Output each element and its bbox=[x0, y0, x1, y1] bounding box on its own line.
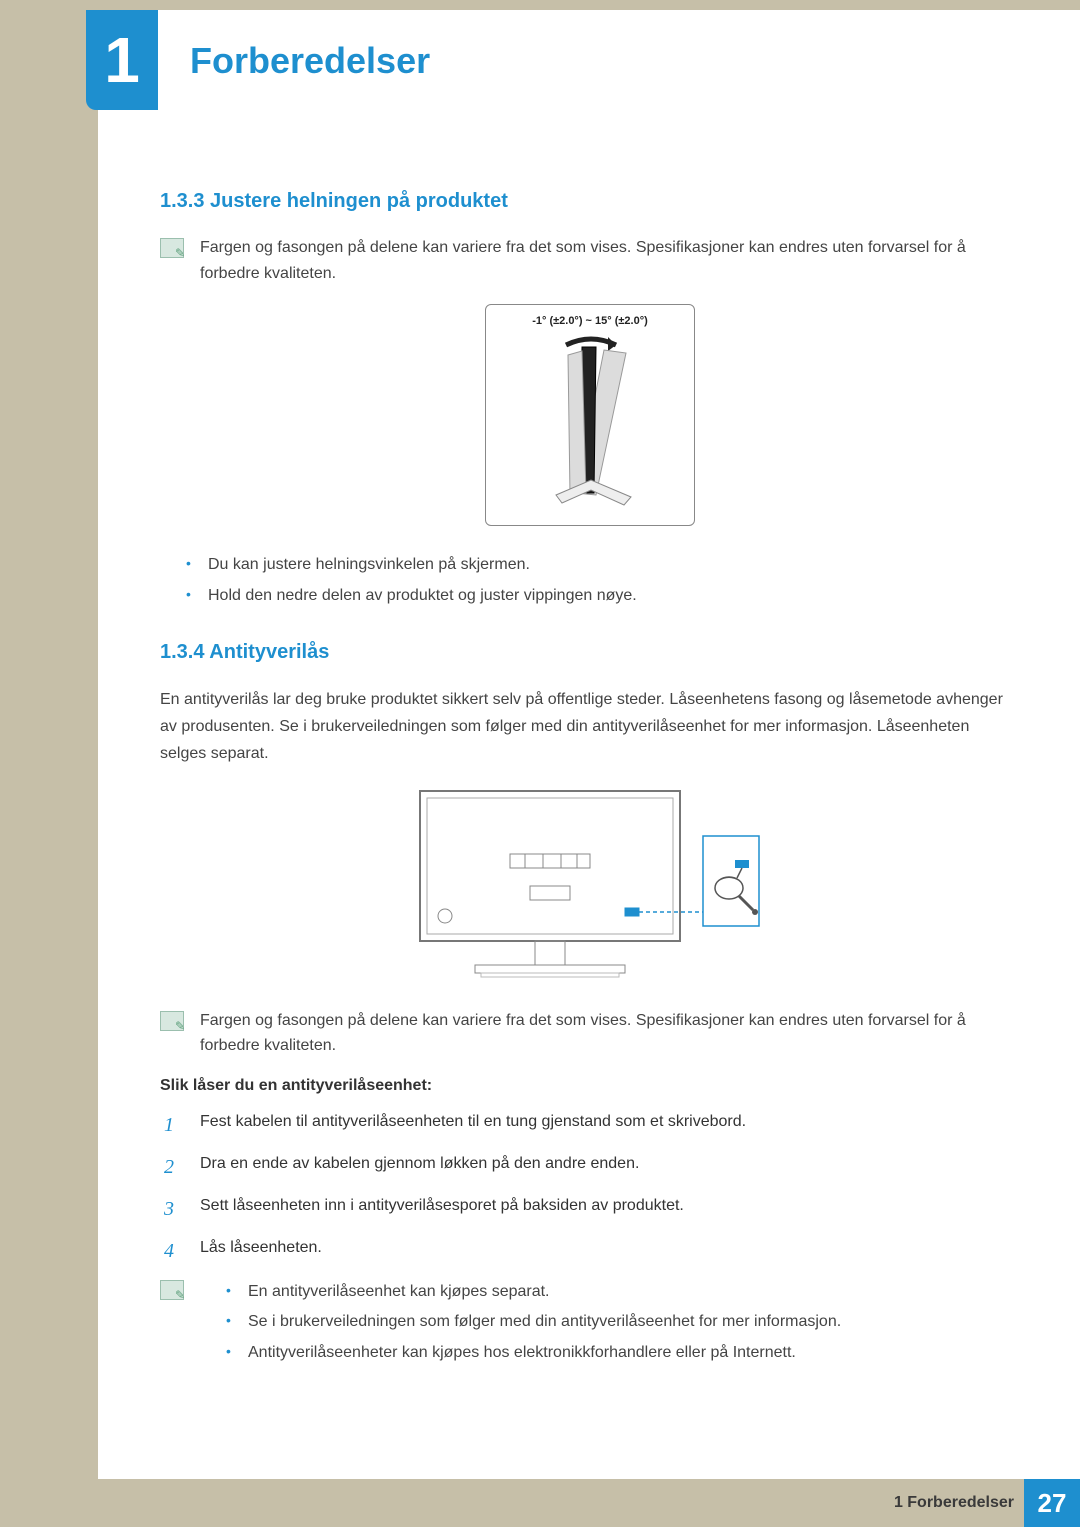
bullet-item: Hold den nedre delen av produktet og jus… bbox=[186, 581, 1020, 611]
page-number-box: 27 bbox=[1024, 1479, 1080, 1527]
footer-text: 1 Forberedelser bbox=[894, 1494, 1014, 1512]
step-number: 3 bbox=[164, 1193, 184, 1225]
section-heading-133: 1.3.3 Justere helningen på produktet bbox=[160, 190, 1020, 213]
step-item: 4 Lås låseenheten. bbox=[164, 1235, 1020, 1267]
bullet-item: Se i brukerveiledningen som følger med d… bbox=[226, 1307, 841, 1337]
sub-heading-134: Slik låser du en antityverilåseenhet: bbox=[160, 1077, 1020, 1095]
bullet-item: Du kan justere helningsvinkelen på skjer… bbox=[186, 550, 1020, 580]
lock-svg bbox=[415, 786, 765, 986]
step-item: 3 Sett låseenheten inn i antityverilåsesp… bbox=[164, 1193, 1020, 1225]
page-footer: 1 Forberedelser 27 bbox=[98, 1479, 1080, 1527]
tilt-figure: -1° (±2.0°) ~ 15° (±2.0°) bbox=[485, 304, 695, 526]
chapter-title: Forberedelser bbox=[190, 40, 430, 82]
top-strip bbox=[0, 0, 1080, 10]
intro-134: En antityverilås lar deg bruke produktet… bbox=[160, 686, 1020, 768]
bullet-item: Antityverilåseenheter kan kjøpes hos ele… bbox=[226, 1338, 841, 1368]
step-text: Sett låseenheten inn i antityverilåsespo… bbox=[200, 1193, 684, 1225]
steps-134: 1 Fest kabelen til antityverilåseenheten … bbox=[164, 1109, 1020, 1267]
note-text-133: Fargen og fasongen på delene kan variere… bbox=[200, 235, 1020, 286]
page-number: 27 bbox=[1038, 1488, 1067, 1519]
step-text: Dra en ende av kabelen gjennom løkken på… bbox=[200, 1151, 639, 1183]
note-icon bbox=[160, 1280, 184, 1300]
step-number: 4 bbox=[164, 1235, 184, 1267]
note-text-134: Fargen og fasongen på delene kan variere… bbox=[200, 1008, 1020, 1059]
note-133: Fargen og fasongen på delene kan variere… bbox=[160, 235, 1020, 286]
chapter-number: 1 bbox=[104, 23, 140, 97]
chapter-number-box: 1 bbox=[86, 10, 158, 110]
page-content: 1.3.3 Justere helningen på produktet Far… bbox=[160, 190, 1020, 1368]
bullet-item: En antityverilåseenhet kan kjøpes separa… bbox=[226, 1277, 841, 1307]
tilt-figure-label: -1° (±2.0°) ~ 15° (±2.0°) bbox=[486, 315, 694, 327]
bullets-133: Du kan justere helningsvinkelen på skjer… bbox=[186, 550, 1020, 611]
lock-figure bbox=[415, 786, 765, 986]
step-number: 2 bbox=[164, 1151, 184, 1183]
end-note-134: En antityverilåseenhet kan kjøpes separa… bbox=[160, 1277, 1020, 1368]
step-number: 1 bbox=[164, 1109, 184, 1141]
step-item: 1 Fest kabelen til antityverilåseenheten … bbox=[164, 1109, 1020, 1141]
step-text: Fest kabelen til antityverilåseenheten t… bbox=[200, 1109, 746, 1141]
section-heading-134: 1.3.4 Antityverilås bbox=[160, 641, 1020, 664]
note-icon bbox=[160, 238, 184, 258]
note-134: Fargen og fasongen på delene kan variere… bbox=[160, 1008, 1020, 1059]
step-item: 2 Dra en ende av kabelen gjennom løkken p… bbox=[164, 1151, 1020, 1183]
step-text: Lås låseenheten. bbox=[200, 1235, 322, 1267]
left-margin bbox=[0, 10, 98, 1527]
tilt-svg bbox=[486, 305, 696, 527]
note-icon bbox=[160, 1011, 184, 1031]
end-note-bullets: En antityverilåseenhet kan kjøpes separa… bbox=[226, 1277, 841, 1368]
